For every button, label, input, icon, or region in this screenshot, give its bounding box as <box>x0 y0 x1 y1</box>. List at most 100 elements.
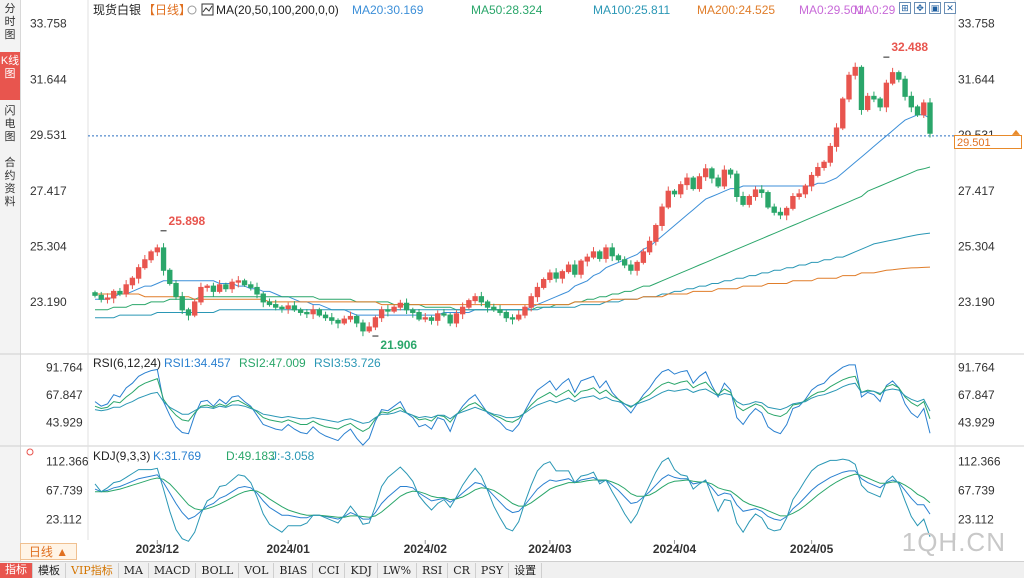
tab-contract-info[interactable]: 合约资料 <box>4 157 16 208</box>
x-axis-labels: 2023/12 2024/01 2024/02 2024/03 2024/04 2024/… <box>136 540 834 556</box>
candle-body <box>273 304 279 308</box>
period-selector[interactable]: 日线 ▲ <box>20 543 77 560</box>
candle-body <box>572 264 578 275</box>
toolbar-button[interactable]: CCI <box>313 562 346 578</box>
toolbar-button[interactable]: 设置 <box>509 562 543 578</box>
candle-body <box>840 98 846 129</box>
toolbar-button[interactable]: RSI <box>417 562 449 578</box>
candle-body <box>123 284 129 295</box>
ma-config-icon-glyph <box>202 5 213 13</box>
x-axis-label: 2024/05 <box>790 542 834 556</box>
candle-body <box>92 292 98 296</box>
candle-body <box>721 169 728 187</box>
candle-body <box>727 169 734 175</box>
price-tick-left: 23.190 <box>30 295 67 309</box>
tab-kline[interactable]: K线图 <box>0 52 20 100</box>
tab-timeshare[interactable]: 分时图 <box>4 3 16 41</box>
candle-body <box>391 306 397 312</box>
candle-body <box>665 190 671 208</box>
candle-body <box>559 271 566 279</box>
rsi-value: RSI2:47.009 <box>239 356 306 370</box>
candle-body <box>167 269 173 284</box>
kdj-tick-left: 67.739 <box>46 484 83 498</box>
expand-icon[interactable]: ⊞ <box>899 2 911 14</box>
toolbar-button[interactable]: 模板 <box>33 562 66 578</box>
kdj-tick-left: 112.366 <box>46 455 89 469</box>
candle-body <box>597 251 603 259</box>
candle-body <box>316 309 323 316</box>
candle-body <box>765 192 771 208</box>
candle-body <box>335 319 341 324</box>
candle-body <box>192 301 198 316</box>
rsi-value: RSI3:53.726 <box>314 356 381 370</box>
x-axis-label: 2023/12 <box>136 542 180 556</box>
candle-body <box>896 72 902 80</box>
candle-body <box>509 317 516 320</box>
toolbar-button[interactable]: 指标 <box>0 562 33 578</box>
toolbar-button[interactable]: VIP指标 <box>66 562 119 578</box>
candle-body <box>478 296 485 303</box>
candle-body <box>921 102 927 116</box>
candle-body <box>621 259 628 266</box>
toolbar-button[interactable]: CR <box>448 562 476 578</box>
candle-body <box>553 272 559 279</box>
candle-body <box>428 317 435 321</box>
candle-body <box>808 174 815 187</box>
close-icon[interactable]: ✕ <box>944 2 956 14</box>
candle-body <box>135 267 142 279</box>
candle-body <box>310 309 316 315</box>
candle-body <box>815 167 821 176</box>
toolbar-button[interactable]: PSY <box>476 562 510 578</box>
candle-body <box>378 309 385 319</box>
candle-body <box>491 306 497 311</box>
high-price-label: 32.488 <box>891 40 928 54</box>
candle-body <box>148 251 154 261</box>
price-tick-left: 33.758 <box>30 17 67 31</box>
candle-body <box>902 78 908 97</box>
toolbar-button[interactable]: MACD <box>149 562 197 578</box>
toolbar-button[interactable]: KDJ <box>345 562 378 578</box>
price-tick-right: 31.644 <box>958 72 995 86</box>
candle-body <box>852 66 858 76</box>
current-price-box: 29.501 <box>954 135 1022 149</box>
side-tab-bar: 分时图 K线图 闪电图 合约资料 <box>0 0 21 577</box>
candle-body <box>366 326 372 332</box>
kdj-tick-right: 67.739 <box>958 484 995 498</box>
ma-value: MA0:29.501 <box>799 3 864 17</box>
candle-body <box>565 264 572 273</box>
instrument-name: 现货白银 <box>93 2 141 17</box>
rsi-tick-right: 43.929 <box>958 415 995 429</box>
candle-body <box>266 301 273 306</box>
candle-body <box>416 311 422 320</box>
candle-body <box>889 72 896 84</box>
price-tick-left: 27.417 <box>30 184 67 198</box>
toolbar-button[interactable]: LW% <box>378 562 418 578</box>
candle-body <box>385 309 391 312</box>
j-line <box>94 457 931 542</box>
price-annotations: 25.898 21.906 32.488 <box>160 40 928 352</box>
period-tag: 【日线】 <box>143 3 191 17</box>
kdj-tick-right: 23.112 <box>958 513 994 527</box>
toolbar-button[interactable]: VOL <box>239 562 275 578</box>
candle-body <box>827 145 833 163</box>
ma-value: MA50:28.324 <box>471 3 543 17</box>
price-tick-right: 25.304 <box>958 239 995 253</box>
candle-body <box>609 247 615 257</box>
move-icon[interactable]: ✥ <box>914 2 926 14</box>
candle-body <box>254 286 260 295</box>
toolbar-button[interactable]: BIAS <box>274 562 314 578</box>
tab-flash-chart[interactable]: 闪电图 <box>4 105 16 143</box>
candle-body <box>540 279 547 288</box>
toolbar-button[interactable]: BOLL <box>196 562 240 578</box>
rsi-label: RSI(6,12,24) <box>93 356 161 370</box>
high-price-label: 25.898 <box>169 214 206 228</box>
toolbar-button[interactable]: MA <box>119 562 149 578</box>
settings-gear-icon <box>187 5 197 15</box>
candle-body <box>216 284 223 292</box>
candle-body <box>235 280 242 283</box>
price-tick-right: 23.190 <box>958 295 995 309</box>
candle-body <box>360 322 366 332</box>
maximize-icon[interactable]: ▣ <box>929 2 941 14</box>
